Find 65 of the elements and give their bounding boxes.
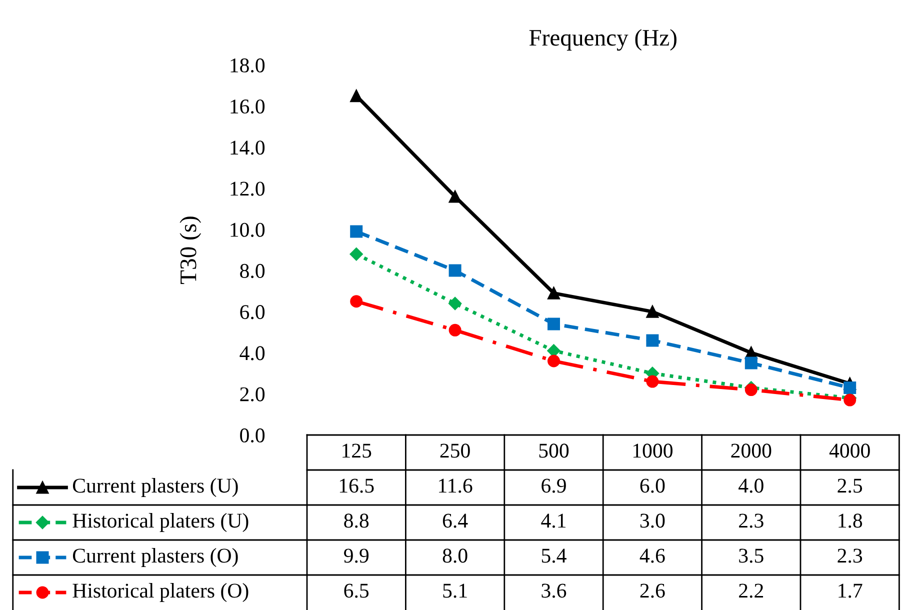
point: [350, 90, 363, 102]
y-tick-label: 10.0: [230, 222, 265, 237]
data-label: 11.6: [439, 478, 472, 493]
point: [548, 286, 560, 300]
data-label: 3.0: [640, 514, 665, 528]
data-label: 6.4: [442, 514, 468, 528]
x-tick-label: 2000: [731, 444, 772, 458]
data-label: 9.9: [344, 548, 369, 563]
legend-label: Current plasters (U): [72, 478, 238, 497]
legend-label: Historical platers (O): [72, 583, 248, 602]
data-label: 1.8: [838, 514, 862, 528]
data-label: 4.0: [738, 478, 764, 493]
data-label: 1.7: [838, 584, 862, 598]
point: [646, 375, 659, 388]
data-label: 2.2: [739, 584, 764, 598]
data-label: 2.6: [640, 584, 665, 598]
y-tick-label: 12.0: [230, 182, 265, 196]
data-label: 2.5: [838, 478, 862, 493]
x-tick-label: 125: [342, 444, 372, 458]
y-tick-label: 4.0: [240, 346, 265, 360]
data-label: 5.4: [542, 548, 566, 563]
point: [350, 295, 363, 308]
y-tick-label: 16.0: [230, 99, 265, 114]
data-label: 8.0: [442, 548, 468, 563]
data-label: 6.5: [344, 584, 369, 598]
y-tick-label: 2.0: [240, 387, 265, 402]
data-label: 5.1: [443, 584, 467, 598]
point: [548, 354, 560, 368]
point: [448, 264, 462, 277]
point: [646, 334, 659, 347]
data-label: 6.0: [640, 478, 665, 493]
data-label: 3.6: [542, 584, 566, 598]
point: [448, 296, 462, 310]
point: [448, 324, 462, 336]
point: [646, 305, 659, 318]
x-tick-label: 1000: [633, 444, 672, 458]
data-label: 4.1: [541, 514, 566, 528]
legend-label: Historical platers (U): [72, 513, 248, 532]
x-tick-label: 4000: [829, 444, 870, 458]
x-tick-label: 500: [539, 444, 569, 458]
point: [547, 344, 560, 358]
point: [548, 318, 560, 330]
point: [844, 394, 856, 406]
y-tick-label: 8.0: [240, 264, 265, 278]
point: [350, 248, 363, 261]
point: [744, 356, 758, 370]
y-tick-label: 0.0: [240, 428, 265, 443]
data-label: 3.5: [739, 548, 764, 563]
point: [448, 190, 462, 203]
data-label: 6.9: [542, 478, 566, 493]
point: [744, 384, 758, 396]
point: [844, 381, 856, 394]
x-axis-title: Frequency (Hz): [529, 29, 676, 51]
y-axis-title: T30 (s): [180, 216, 202, 284]
x-tick-label: 250: [440, 444, 470, 458]
data-label: 2.3: [838, 548, 862, 563]
data-label: 2.3: [739, 514, 764, 528]
y-tick-label: 14.0: [230, 140, 265, 155]
point: [350, 225, 363, 238]
data-label: 4.6: [640, 548, 665, 563]
data-label: 8.8: [344, 514, 369, 528]
y-tick-label: 6.0: [240, 305, 265, 320]
data-label: 16.5: [340, 478, 374, 493]
legend-label: Current plasters (O): [72, 548, 238, 567]
y-tick-label: 18.0: [230, 58, 265, 73]
